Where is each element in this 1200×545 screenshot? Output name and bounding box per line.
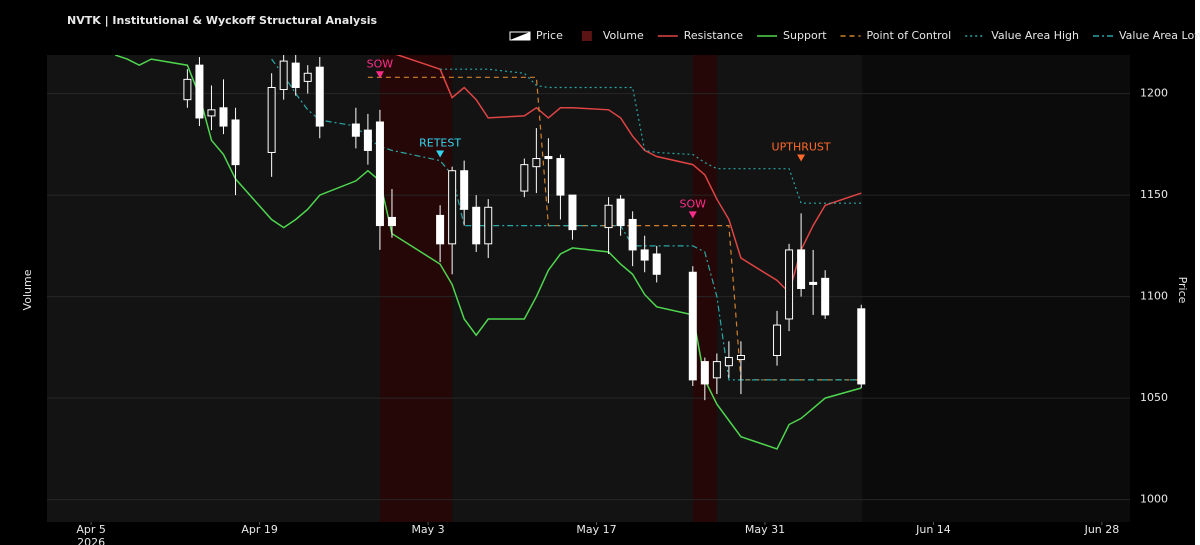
y2-axis-title: Volume: [21, 269, 34, 310]
annotation-label: UPTHRUST: [772, 141, 831, 154]
legend-label: Value Area Low: [1119, 29, 1200, 42]
x-tick-label: May 3: [411, 523, 444, 536]
candle-body: [219, 107, 228, 127]
x-tick-label: Jun 14: [915, 523, 951, 536]
candle-body: [736, 355, 745, 361]
candle-body: [688, 271, 697, 381]
candle-body: [700, 361, 709, 385]
candle-body: [207, 109, 216, 117]
candle-body: [484, 206, 493, 245]
candle-body: [520, 164, 529, 192]
y-tick-label: 1100: [1140, 290, 1168, 303]
candle-body: [183, 78, 192, 101]
legend-label: Point of Control: [867, 29, 952, 42]
candle-body: [640, 249, 649, 261]
y-axis-title: Price: [1176, 277, 1189, 304]
x-tick-label: Apr 19: [241, 523, 278, 536]
legend: Price Volume Resistance Support Point of Con…: [509, 29, 1200, 42]
legend-label: Value Area High: [991, 29, 1079, 42]
candle-body: [448, 170, 457, 245]
candle-body: [436, 214, 445, 245]
candle-body: [363, 129, 372, 151]
candle-body: [315, 66, 324, 127]
candle-body: [544, 156, 553, 160]
candle-body: [375, 121, 384, 227]
x-tick-sublabel: 2026: [77, 536, 105, 545]
data-range: [47, 55, 863, 522]
legend-label: Price: [536, 29, 563, 42]
x-tick-label: May 31: [745, 523, 785, 536]
series-line: [395, 55, 862, 295]
candle-body: [797, 249, 806, 289]
annotation-marker: [436, 150, 445, 158]
annotation-marker: [688, 211, 697, 219]
legend-symbol: [581, 31, 592, 41]
candle-body: [857, 308, 866, 385]
annotation-marker: [375, 71, 384, 79]
y-tick-label: 1150: [1140, 188, 1168, 201]
candle-body: [556, 158, 565, 196]
series-line: [440, 68, 862, 204]
candle-body: [532, 158, 541, 168]
legend-symbol: [510, 32, 530, 40]
candle-body: [195, 64, 204, 119]
annotation-label: SOW: [680, 197, 707, 210]
y-tick-label: 1050: [1140, 391, 1168, 404]
legend-label: Resistance: [684, 29, 744, 42]
y-tick-label: 1200: [1140, 87, 1168, 100]
candle-body: [279, 60, 288, 91]
candle-body: [652, 253, 661, 275]
highlight-band: [379, 55, 453, 522]
candle-body: [712, 361, 721, 379]
candle-body: [267, 86, 276, 153]
candle-body: [231, 119, 240, 166]
candle-body: [291, 62, 300, 88]
grid: [47, 55, 1130, 522]
x-tick-label: Apr 5: [76, 523, 106, 536]
candle-body: [821, 277, 830, 316]
legend-label: Support: [783, 29, 827, 42]
candle-body: [724, 357, 733, 367]
plot: SOW RETEST SOW UPTHRUST: [114, 55, 866, 450]
candle-body: [472, 206, 481, 245]
candle-body: [351, 123, 360, 137]
candle-body: [303, 72, 312, 82]
candle-body: [604, 204, 613, 229]
chart-title: NVTK | Institutional & Wyckoff Structura…: [67, 14, 378, 27]
legend-label: Volume: [603, 29, 644, 42]
candle-body: [460, 170, 469, 210]
x-tick-label: Jun 28: [1084, 523, 1120, 536]
candle-body: [785, 249, 794, 320]
x-tick-label: May 17: [576, 523, 616, 536]
candle-body: [809, 281, 818, 285]
candle-body: [387, 216, 396, 227]
candle-body: [568, 194, 577, 231]
candle-body: [628, 218, 637, 251]
series-line: [114, 55, 862, 450]
candle-body: [616, 198, 625, 227]
annotation-label: SOW: [367, 57, 394, 70]
candle-body: [773, 324, 782, 357]
y-tick-label: 1000: [1140, 493, 1168, 506]
annotation-marker: [797, 154, 806, 162]
highlight-band: [692, 55, 717, 522]
annotation-label: RETEST: [419, 136, 461, 149]
